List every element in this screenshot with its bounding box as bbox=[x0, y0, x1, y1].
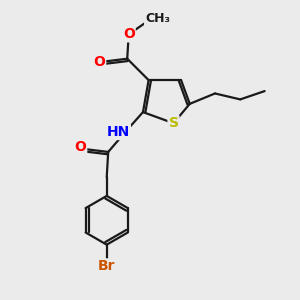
Text: Br: Br bbox=[98, 260, 116, 273]
Text: HN: HN bbox=[107, 125, 130, 139]
Text: O: O bbox=[123, 27, 135, 41]
Text: O: O bbox=[93, 55, 105, 69]
Text: S: S bbox=[169, 116, 178, 130]
Text: O: O bbox=[74, 140, 86, 154]
Text: CH₃: CH₃ bbox=[145, 12, 170, 25]
